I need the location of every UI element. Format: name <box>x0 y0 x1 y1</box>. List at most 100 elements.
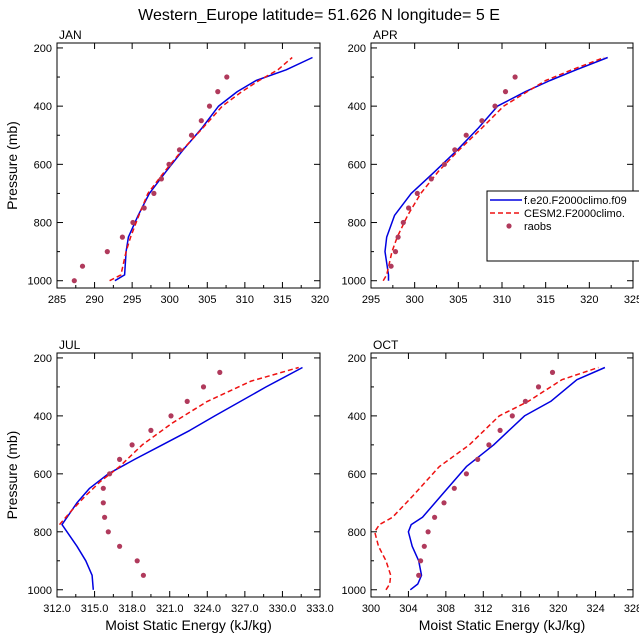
raobs-point <box>104 249 110 255</box>
raobs-point <box>224 74 230 80</box>
series-line-model-2 <box>382 56 605 282</box>
raobs-point <box>129 442 135 448</box>
x-axis-label: Moist Static Energy (kJ/kg) <box>419 617 586 633</box>
panel-apr: APR 295 300 305 310 315 320 325 200 400 600 800 1000 <box>342 28 639 306</box>
x-tick-label: 310 <box>493 294 511 306</box>
raobs-point <box>107 471 113 477</box>
raobs-point <box>168 413 174 419</box>
raobs-point <box>217 369 223 375</box>
raobs-point <box>406 205 412 211</box>
x-tick-label: 320 <box>549 603 567 615</box>
raobs-point <box>388 263 394 269</box>
x-tick-label: 320 <box>311 294 329 306</box>
x-tick-label: 315.0 <box>81 603 109 615</box>
raobs-point <box>463 132 469 138</box>
panel-oct: OCT 300 304 308 312 316 320 324 328 200 400 600 800 1… <box>342 338 639 633</box>
raobs-point <box>206 103 213 109</box>
x-tick-label: 312.0 <box>43 603 71 615</box>
raobs-point <box>512 74 518 80</box>
raobs-point <box>502 89 509 95</box>
raobs-point <box>522 398 529 404</box>
y-tick-label: 800 <box>34 218 52 230</box>
legend-label-raobs: raobs <box>524 221 552 233</box>
y-tick-label: 200 <box>348 43 366 55</box>
legend-box <box>486 190 639 262</box>
x-tick-label: 285 <box>48 294 66 306</box>
legend: f.e20.F2000climo.f09 CESM2.F2000climo. r… <box>486 190 639 262</box>
panel-label: OCT <box>373 338 399 352</box>
raobs-point <box>392 249 399 255</box>
legend-marker-raobs <box>506 223 512 229</box>
x-tick-label: 312 <box>474 603 492 615</box>
x-tick-label: 305 <box>449 294 467 306</box>
x-tick-label: 320 <box>580 294 598 306</box>
raobs-point <box>497 427 503 433</box>
y-tick-label: 400 <box>348 411 366 423</box>
panel-label: APR <box>373 28 398 42</box>
raobs-point <box>463 471 469 477</box>
x-tick-label: 328 <box>624 603 639 615</box>
y-tick-label: 400 <box>34 411 52 423</box>
x-tick-label: 324 <box>586 603 604 615</box>
y-axis-label: Pressure (mb) <box>4 431 20 520</box>
raobs-point <box>416 572 422 578</box>
raobs-point <box>117 543 123 549</box>
raobs-point <box>140 572 146 578</box>
x-tick-label: 295 <box>362 294 380 306</box>
raobs-point <box>452 147 458 153</box>
raobs-point <box>117 456 123 462</box>
y-tick-label: 1000 <box>342 276 366 288</box>
panel-jan: JAN 285 290 295 300 305 310 315 320 200 400 600 800 1… <box>4 28 329 306</box>
raobs-point <box>509 413 515 419</box>
raobs-point <box>134 558 140 564</box>
raobs-point <box>184 398 190 404</box>
raobs-point <box>418 558 424 564</box>
raobs-point <box>425 529 431 535</box>
raobs-point <box>428 176 434 182</box>
x-tick-label: 290 <box>85 294 103 306</box>
raobs-point <box>119 234 125 240</box>
raobs-point <box>400 219 406 226</box>
y-tick-label: 200 <box>34 353 52 365</box>
plot-frame <box>56 352 321 598</box>
series-line-model-1 <box>61 366 303 590</box>
raobs-point <box>432 514 438 520</box>
raobs-point <box>188 132 195 138</box>
panel-label: JAN <box>59 28 82 42</box>
raobs-point <box>441 161 447 167</box>
x-tick-label: 325 <box>624 294 639 306</box>
raobs-point <box>148 427 154 433</box>
raobs-point <box>475 456 481 462</box>
plot-frame <box>56 42 321 289</box>
x-tick-label: 304 <box>399 603 417 615</box>
raobs-point <box>451 485 457 491</box>
figure-title: Western_Europe latitude= 51.626 N longit… <box>138 7 500 24</box>
raobs-point <box>421 543 427 549</box>
series-line-model-1 <box>384 56 608 281</box>
raobs-point <box>100 500 106 506</box>
raobs-point <box>486 442 492 448</box>
series-line-model-2 <box>109 56 293 282</box>
raobs-point <box>130 219 136 226</box>
legend-label-model-1: f.e20.F2000climo.f09 <box>524 195 627 207</box>
raobs-point <box>102 514 108 520</box>
y-tick-label: 600 <box>348 159 366 171</box>
x-axis-label: Moist Static Energy (kJ/kg) <box>105 617 272 633</box>
raobs-point <box>441 500 447 506</box>
y-tick-label: 200 <box>348 353 366 365</box>
x-tick-label: 300 <box>405 294 423 306</box>
y-tick-label: 600 <box>34 159 52 171</box>
y-tick-label: 1000 <box>28 276 52 288</box>
raobs-point <box>198 118 204 124</box>
series-line-model-1 <box>407 366 606 591</box>
x-tick-label: 324.0 <box>194 603 222 615</box>
x-tick-label: 308 <box>437 603 455 615</box>
raobs-point <box>535 384 542 390</box>
raobs-point <box>141 205 147 211</box>
raobs-point <box>414 190 420 196</box>
raobs-point <box>71 278 77 284</box>
y-tick-label: 800 <box>348 527 366 539</box>
y-tick-label: 600 <box>34 469 52 481</box>
raobs-point <box>479 118 485 124</box>
